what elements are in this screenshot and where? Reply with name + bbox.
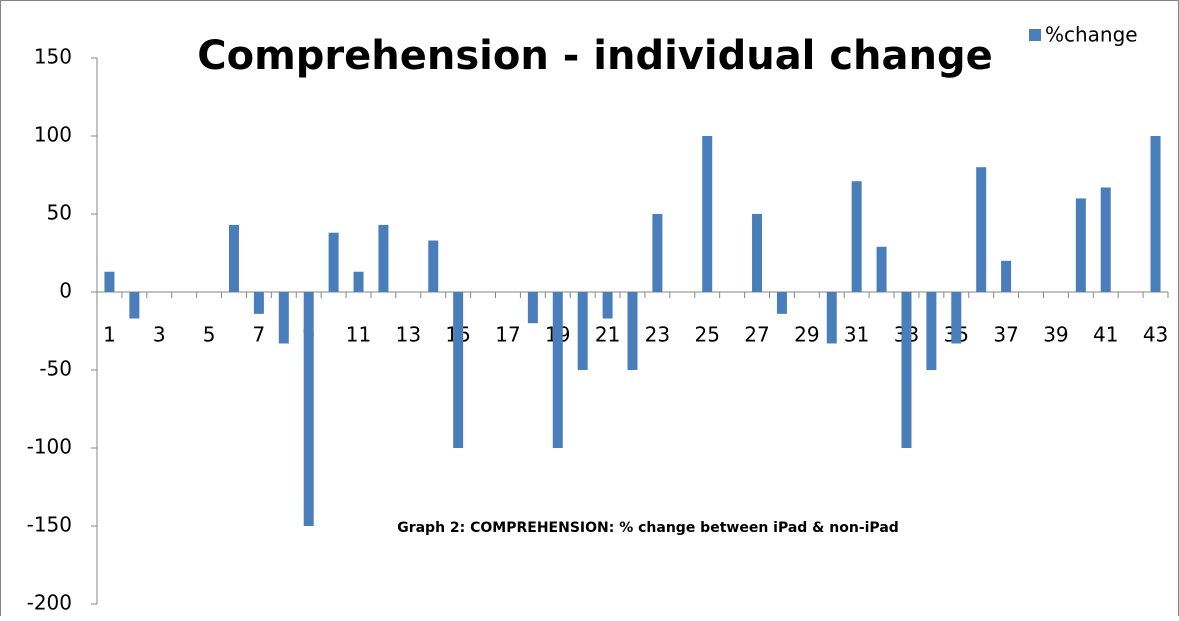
x-tick-label: 31 bbox=[844, 323, 869, 347]
y-tick-label: -200 bbox=[27, 591, 72, 615]
x-tick-label: 37 bbox=[993, 323, 1018, 347]
x-tick-label: 23 bbox=[645, 323, 670, 347]
x-tick-label: 5 bbox=[203, 323, 216, 347]
bar bbox=[129, 292, 140, 319]
y-tick-label: 0 bbox=[59, 279, 72, 303]
y-tick-label: -50 bbox=[39, 357, 72, 381]
x-tick-label: 39 bbox=[1043, 323, 1068, 347]
bar bbox=[752, 214, 763, 292]
y-tick-label: -100 bbox=[27, 435, 72, 459]
bar bbox=[876, 246, 887, 292]
bar bbox=[976, 167, 987, 292]
bar bbox=[1075, 198, 1086, 292]
x-tick-label: 13 bbox=[396, 323, 421, 347]
chart-title: Comprehension - individual change bbox=[197, 33, 993, 79]
bar bbox=[104, 271, 115, 292]
bar bbox=[602, 292, 613, 319]
x-tick-label: 43 bbox=[1143, 323, 1168, 347]
bar bbox=[228, 224, 239, 292]
bar bbox=[826, 292, 837, 344]
x-tick-label: 21 bbox=[595, 323, 620, 347]
bar bbox=[1001, 260, 1012, 292]
bar bbox=[901, 292, 912, 448]
bar bbox=[303, 292, 314, 526]
bar bbox=[278, 292, 289, 344]
x-tick-label: 25 bbox=[694, 323, 719, 347]
legend-swatch bbox=[1029, 29, 1041, 41]
y-tick-label: 50 bbox=[47, 201, 72, 225]
bar bbox=[627, 292, 638, 370]
annotation: Graph 2: COMPREHENSION: % change between… bbox=[397, 520, 899, 536]
bar bbox=[453, 292, 464, 448]
y-tick-label: 150 bbox=[34, 45, 72, 69]
bar bbox=[552, 292, 563, 448]
bar bbox=[428, 240, 439, 292]
bar bbox=[1100, 187, 1111, 292]
x-tick-label: 41 bbox=[1093, 323, 1118, 347]
x-tick-label: 3 bbox=[153, 323, 166, 347]
bar bbox=[577, 292, 588, 370]
y-tick-label: -150 bbox=[27, 513, 72, 537]
bar bbox=[776, 292, 787, 314]
x-tick-label: 29 bbox=[794, 323, 819, 347]
bar bbox=[253, 292, 264, 314]
legend-label: %change bbox=[1045, 23, 1138, 47]
bar bbox=[702, 136, 713, 292]
bar bbox=[353, 271, 364, 292]
bar bbox=[527, 292, 538, 324]
x-tick-label: 1 bbox=[103, 323, 116, 347]
x-tick-label: 11 bbox=[346, 323, 371, 347]
bar bbox=[328, 232, 339, 292]
bar bbox=[378, 224, 389, 292]
bar bbox=[851, 181, 862, 292]
bar bbox=[926, 292, 937, 370]
bar bbox=[652, 214, 663, 292]
bar bbox=[951, 292, 962, 344]
bar bbox=[1150, 136, 1161, 292]
x-tick-label: 7 bbox=[253, 323, 266, 347]
x-tick-label: 27 bbox=[744, 323, 769, 347]
y-tick-label: 100 bbox=[34, 123, 72, 147]
x-tick-label: 17 bbox=[495, 323, 520, 347]
